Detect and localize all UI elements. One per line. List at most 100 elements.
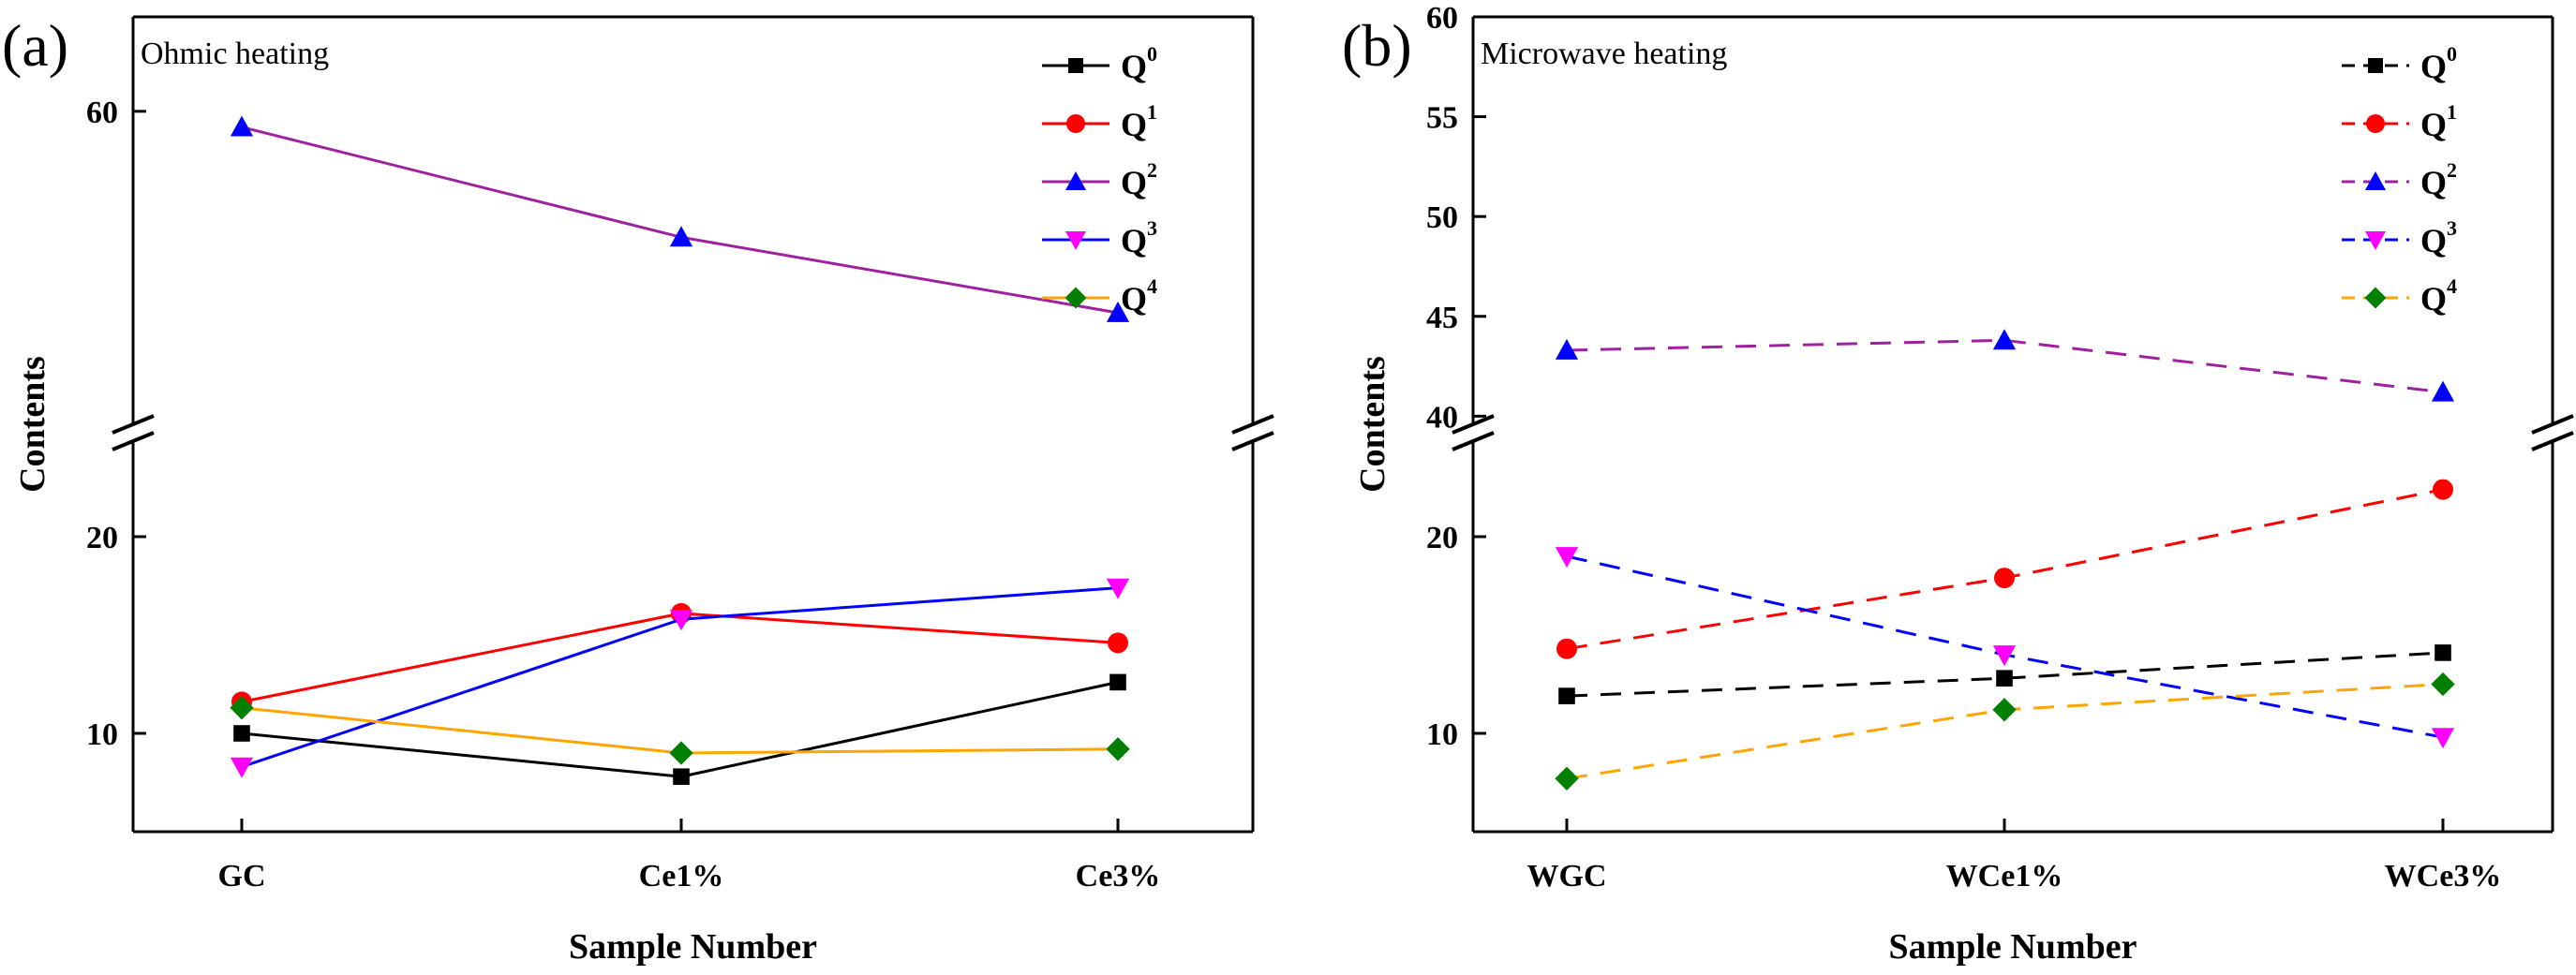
- data-point-q4: [1992, 698, 2017, 722]
- data-point-q3: [230, 757, 254, 778]
- legend-marker-q4: [2364, 287, 2387, 309]
- legend-label-name: Q: [2420, 106, 2447, 143]
- legend-label-sup: 2: [1147, 158, 1157, 182]
- data-point-q4: [2431, 672, 2455, 697]
- series-line-q4: [1566, 683, 2444, 780]
- y-tick-label: 50: [1426, 200, 1458, 235]
- y-tick-label: 20: [86, 521, 118, 555]
- y-tick-label: 10: [86, 717, 118, 752]
- legend-label-name: Q: [1121, 280, 1147, 318]
- x-tick-label: Ce3%: [1076, 859, 1161, 894]
- data-point-q0: [233, 725, 250, 742]
- data-point-q3: [669, 610, 693, 631]
- data-point-q2: [2431, 380, 2455, 402]
- x-tick-label: WCe1%: [1946, 859, 2063, 894]
- data-point-q2: [1106, 301, 1130, 322]
- panel-label: (b): [1342, 12, 1412, 79]
- x-axis-title: Sample Number: [1889, 927, 2137, 967]
- axis-break-mark: [1452, 414, 1495, 435]
- legend-label-name: Q: [1121, 48, 1147, 85]
- series-line-q2: [241, 126, 1119, 315]
- axis-break-mark: [2531, 431, 2574, 451]
- data-point-q4: [669, 741, 693, 765]
- data-point-q3: [1992, 645, 2017, 667]
- panel-label: (a): [2, 12, 68, 79]
- legend-label-name: Q: [1121, 164, 1147, 201]
- legend-label-name: Q: [2420, 48, 2447, 85]
- legend-label-q1: Q1: [2420, 100, 2457, 143]
- legend-label-name: Q: [2420, 280, 2447, 318]
- data-point-q1: [1108, 632, 1128, 654]
- series-line-q2: [1566, 338, 2444, 394]
- legend-marker-q4: [1065, 287, 1087, 309]
- data-point-q1: [1556, 638, 1577, 659]
- data-point-q2: [1992, 329, 2017, 350]
- data-point-q4: [1106, 737, 1130, 761]
- chart-title: Microwave heating: [1481, 37, 1727, 71]
- legend-label-q3: Q3: [2420, 216, 2457, 259]
- axis-break-mark: [2531, 414, 2574, 435]
- legend-label-sup: 3: [2447, 216, 2457, 240]
- legend-label-name: Q: [1121, 106, 1147, 143]
- data-point-q4: [230, 696, 254, 720]
- legend-marker-q3: [2365, 231, 2386, 250]
- legend-label-q4: Q4: [2420, 274, 2457, 318]
- legend-label-sup: 1: [2447, 100, 2457, 124]
- legend-label-name: Q: [2420, 164, 2447, 201]
- legend-label-sup: 1: [1147, 100, 1157, 124]
- data-point-q4: [1555, 766, 1579, 790]
- data-point-q1: [1994, 568, 2015, 589]
- data-point-q0: [1996, 670, 2013, 687]
- x-tick-label: WCe3%: [2385, 859, 2502, 894]
- axis-break-mark: [112, 414, 155, 435]
- y-axis-title: Contents: [1353, 356, 1392, 493]
- legend-marker-q0: [2368, 58, 2383, 73]
- legend-marker-q1: [2366, 114, 2385, 133]
- y-tick-label: 45: [1426, 301, 1458, 335]
- data-point-q3: [2431, 728, 2455, 749]
- legend-label-sup: 4: [1147, 274, 1157, 298]
- legend-marker-q1: [1066, 114, 1085, 133]
- x-tick-label: WGC: [1527, 859, 1607, 894]
- data-point-q3: [1106, 578, 1130, 599]
- legend-label-q0: Q0: [1121, 42, 1157, 85]
- x-tick-label: Ce1%: [639, 859, 724, 894]
- axis-break-mark: [1231, 414, 1274, 435]
- legend-label-name: Q: [1121, 222, 1147, 259]
- legend-label-sup: 3: [1147, 216, 1157, 240]
- legend-label-sup: 0: [2447, 42, 2457, 66]
- y-tick-label: 55: [1426, 101, 1458, 136]
- legend-label-q4: Q4: [1121, 274, 1157, 318]
- data-point-q0: [1558, 687, 1575, 704]
- y-axis-title: Contents: [13, 356, 52, 493]
- axis-break-mark: [1231, 431, 1274, 451]
- data-point-q0: [673, 768, 690, 785]
- data-point-q0: [1109, 673, 1126, 691]
- legend-label-name: Q: [2420, 222, 2447, 259]
- legend-marker-q3: [1065, 231, 1086, 250]
- data-point-q2: [230, 115, 254, 137]
- y-tick-label: 10: [1426, 717, 1458, 752]
- legend-label-sup: 4: [2447, 274, 2457, 298]
- axis-break-mark: [1452, 431, 1495, 451]
- y-tick-label: 60: [1426, 1, 1458, 36]
- x-tick-label: GC: [218, 859, 266, 894]
- legend-label-q3: Q3: [1121, 216, 1157, 259]
- data-point-q2: [669, 226, 693, 247]
- legend-marker-q2: [1065, 171, 1086, 190]
- legend-label-sup: 0: [1147, 42, 1157, 66]
- legend-marker-q2: [2365, 171, 2386, 190]
- legend-label-q1: Q1: [1121, 100, 1157, 143]
- legend-label-q0: Q0: [2420, 42, 2457, 85]
- axis-break-mark: [112, 431, 155, 451]
- data-point-q3: [1555, 547, 1579, 569]
- legend-marker-q0: [1068, 58, 1083, 73]
- y-tick-label: 60: [86, 96, 118, 130]
- x-axis-title: Sample Number: [569, 927, 817, 967]
- legend-label-q2: Q2: [2420, 158, 2457, 201]
- data-point-q1: [2433, 479, 2453, 500]
- data-point-q0: [2435, 644, 2451, 661]
